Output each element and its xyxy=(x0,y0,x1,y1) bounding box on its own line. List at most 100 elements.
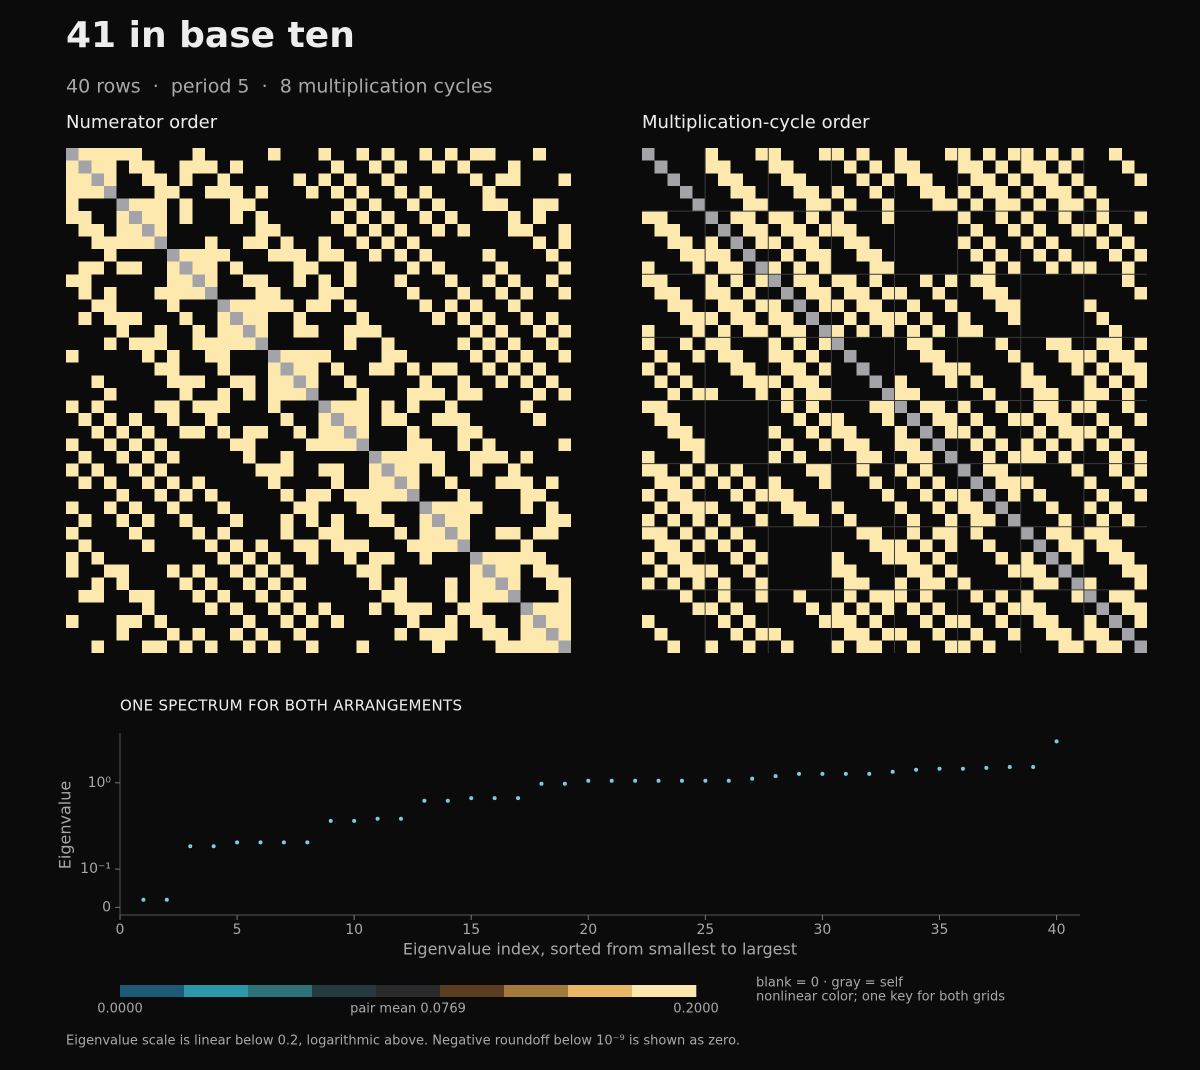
cell xyxy=(192,451,205,464)
cell xyxy=(831,211,844,224)
cell xyxy=(255,627,268,641)
cell xyxy=(204,413,218,426)
cell xyxy=(642,274,655,287)
cell xyxy=(331,286,344,300)
cell xyxy=(1008,148,1021,161)
cell xyxy=(255,312,268,325)
cell xyxy=(268,539,281,552)
cell xyxy=(793,185,807,199)
cell xyxy=(495,387,508,401)
cell xyxy=(369,400,382,414)
cell xyxy=(768,299,781,313)
self-cell xyxy=(154,236,167,249)
cell xyxy=(545,615,559,628)
cell xyxy=(642,350,655,363)
cell xyxy=(103,564,117,578)
cell xyxy=(507,312,521,325)
cell xyxy=(482,148,496,161)
cell xyxy=(1121,640,1135,653)
cell xyxy=(381,299,395,313)
cell xyxy=(894,173,908,186)
cell xyxy=(381,337,395,350)
cell xyxy=(982,413,996,426)
cell xyxy=(204,425,218,439)
cell xyxy=(167,148,180,161)
cell xyxy=(793,476,807,489)
cell xyxy=(793,312,807,325)
cell xyxy=(444,375,458,388)
cell xyxy=(91,438,104,451)
cell xyxy=(1058,476,1072,489)
cell xyxy=(103,627,117,641)
cell xyxy=(667,615,680,628)
cell xyxy=(1121,514,1135,527)
cell xyxy=(103,463,117,477)
cell xyxy=(293,337,306,350)
cell xyxy=(692,476,706,489)
cell xyxy=(305,463,319,477)
cell xyxy=(280,589,294,603)
cell xyxy=(831,362,844,376)
cell xyxy=(141,564,155,578)
cell xyxy=(995,299,1009,313)
cell xyxy=(305,324,319,338)
cell xyxy=(743,438,756,451)
cell xyxy=(667,312,680,325)
self-cell xyxy=(907,413,920,426)
cell xyxy=(1096,564,1110,578)
cell xyxy=(1134,564,1147,578)
cell xyxy=(204,223,218,237)
cell xyxy=(457,413,470,426)
cell xyxy=(844,413,857,426)
cell xyxy=(78,350,92,363)
cell xyxy=(255,488,268,502)
cell xyxy=(730,640,743,653)
cell xyxy=(331,249,344,262)
cell xyxy=(66,173,79,186)
cell xyxy=(457,589,470,603)
cell xyxy=(305,249,319,262)
cell xyxy=(444,274,458,287)
cell xyxy=(919,539,933,552)
cell xyxy=(780,425,794,439)
cell xyxy=(717,337,731,350)
cell xyxy=(932,488,945,502)
cell xyxy=(1008,299,1021,313)
cell xyxy=(806,476,819,489)
cell xyxy=(743,413,756,426)
cell xyxy=(457,552,470,565)
cell xyxy=(558,299,571,313)
cell xyxy=(419,577,433,590)
cell xyxy=(91,286,104,300)
self-cell xyxy=(919,425,933,439)
cell xyxy=(780,539,794,552)
cell xyxy=(970,438,983,451)
cell xyxy=(730,539,743,552)
cell xyxy=(717,185,731,199)
cell xyxy=(1121,387,1135,401)
cell xyxy=(768,413,781,426)
cell xyxy=(1109,211,1122,224)
cell xyxy=(444,627,458,641)
cell xyxy=(1033,274,1046,287)
cell xyxy=(995,602,1009,616)
cell xyxy=(1020,552,1034,565)
cell xyxy=(894,274,908,287)
cell xyxy=(116,324,130,338)
cell xyxy=(558,261,571,275)
cell xyxy=(642,514,655,527)
cell xyxy=(1134,324,1147,338)
cell xyxy=(982,640,996,653)
cell xyxy=(495,425,508,439)
cell xyxy=(369,249,382,262)
cell xyxy=(230,261,243,275)
cell xyxy=(545,514,559,527)
cell xyxy=(116,640,130,653)
cell xyxy=(129,299,142,313)
cell xyxy=(793,501,807,515)
cell xyxy=(154,488,167,502)
cell xyxy=(217,236,231,249)
cell xyxy=(1033,148,1046,161)
cell xyxy=(331,488,344,502)
cell xyxy=(432,387,445,401)
